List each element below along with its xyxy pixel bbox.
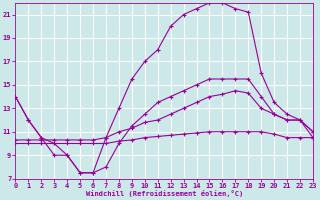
X-axis label: Windchill (Refroidissement éolien,°C): Windchill (Refroidissement éolien,°C) bbox=[85, 190, 243, 197]
